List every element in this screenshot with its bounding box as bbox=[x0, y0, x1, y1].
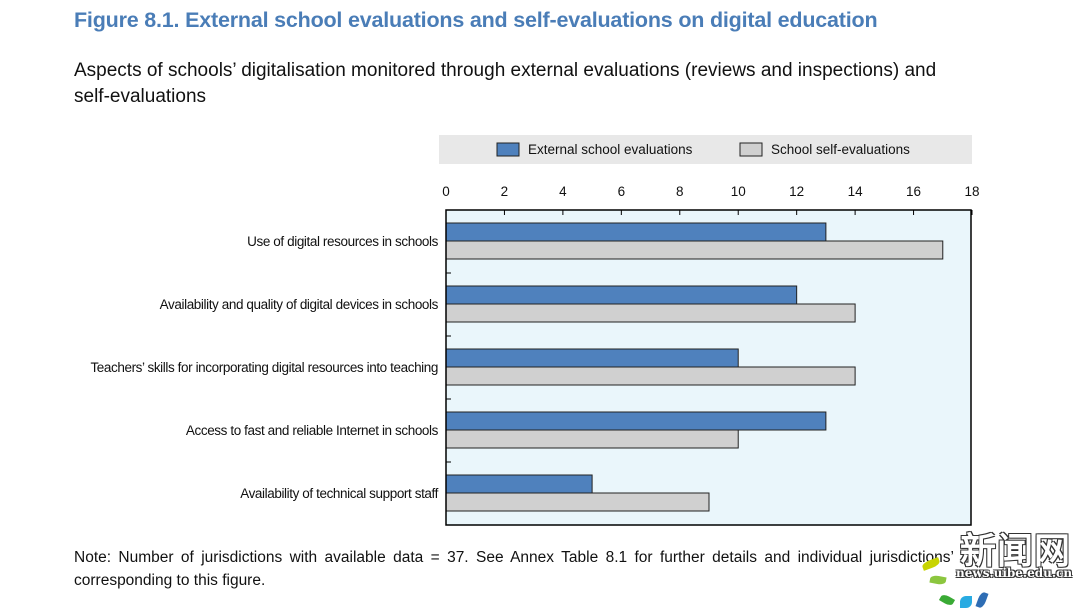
plot-frame bbox=[445, 209, 972, 526]
bar bbox=[445, 348, 739, 368]
x-tick-label: 0 bbox=[442, 184, 450, 199]
bar bbox=[445, 411, 827, 431]
y-category-label: Teachers’ skills for incorporating digit… bbox=[90, 360, 438, 375]
legend-box bbox=[439, 135, 972, 164]
x-tick-label: 10 bbox=[731, 184, 746, 199]
bar bbox=[445, 429, 739, 449]
watermark: 新闻网 news.uibe.edu.cn bbox=[921, 522, 1080, 616]
x-tick-label: 12 bbox=[789, 184, 804, 199]
bar bbox=[445, 366, 856, 386]
legend-label: School self-evaluations bbox=[771, 142, 910, 157]
watermark-url: news.uibe.edu.cn bbox=[956, 566, 1073, 580]
x-tick-label: 6 bbox=[618, 184, 626, 199]
x-tick-label: 8 bbox=[676, 184, 684, 199]
x-tick-label: 2 bbox=[501, 184, 509, 199]
bar bbox=[445, 474, 593, 494]
watermark-leaf-icon bbox=[960, 596, 972, 608]
y-category-label: Availability of technical support staff bbox=[240, 486, 438, 501]
bar bbox=[445, 303, 856, 323]
x-tick-label: 14 bbox=[848, 184, 864, 199]
watermark-logo: 新闻网 bbox=[960, 530, 1072, 572]
bar bbox=[445, 285, 798, 305]
watermark-leaf-icon bbox=[975, 591, 989, 609]
y-category-label: Availability and quality of digital devi… bbox=[160, 297, 439, 312]
x-tick-label: 4 bbox=[559, 184, 567, 199]
legend-label: External school evaluations bbox=[528, 142, 693, 157]
figure-note: Note: Number of jurisdictions with avail… bbox=[74, 549, 954, 589]
bar bbox=[445, 240, 944, 260]
y-category-label: Use of digital resources in schools bbox=[247, 234, 438, 249]
figure-title: Figure 8.1. External school evaluations … bbox=[74, 8, 878, 32]
x-tick-label: 18 bbox=[964, 184, 979, 199]
legend-swatch bbox=[496, 142, 520, 157]
bar bbox=[445, 492, 710, 512]
legend-swatch bbox=[739, 142, 763, 157]
bar bbox=[445, 222, 827, 242]
y-category-label: Access to fast and reliable Internet in … bbox=[186, 423, 439, 438]
figure-subtitle: Aspects of schools’ digitalisation monit… bbox=[74, 60, 937, 107]
x-tick-label: 16 bbox=[906, 184, 921, 199]
